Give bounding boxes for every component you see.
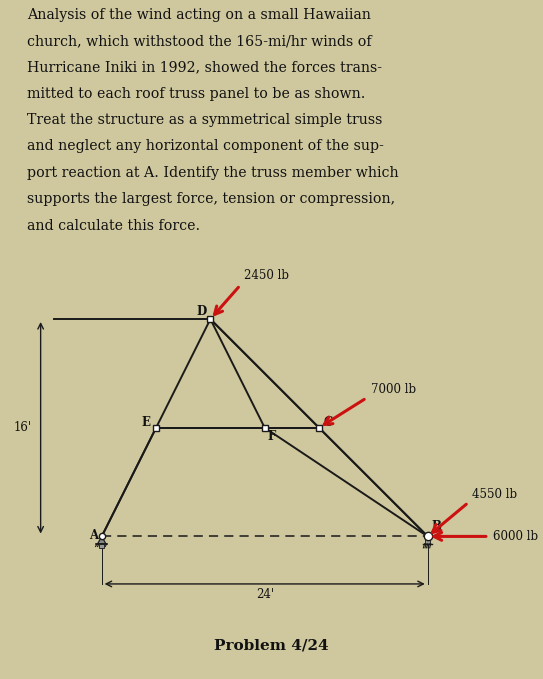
Text: C: C (324, 416, 333, 429)
Text: B: B (432, 519, 441, 532)
Text: church, which withstood the 165-mi/hr winds of: church, which withstood the 165-mi/hr wi… (27, 34, 371, 48)
Text: Analysis of the wind acting on a small Hawaiian: Analysis of the wind acting on a small H… (27, 7, 371, 22)
Text: 2450 lb: 2450 lb (244, 270, 289, 282)
Text: and calculate this force.: and calculate this force. (27, 219, 200, 233)
Bar (425, 538, 430, 544)
Polygon shape (98, 536, 106, 544)
Text: F: F (267, 430, 276, 443)
Text: supports the largest force, tension or compression,: supports the largest force, tension or c… (27, 192, 395, 206)
Text: E: E (141, 416, 150, 429)
Text: mitted to each roof truss panel to be as shown.: mitted to each roof truss panel to be as… (27, 87, 365, 100)
Text: 6000 lb: 6000 lb (493, 530, 538, 543)
Text: Hurricane Iniki in 1992, showed the forces trans-: Hurricane Iniki in 1992, showed the forc… (27, 60, 382, 74)
Text: D: D (197, 305, 207, 318)
Text: port reaction at A. Identify the truss member which: port reaction at A. Identify the truss m… (27, 166, 399, 180)
Text: and neglect any horizontal component of the sup-: and neglect any horizontal component of … (27, 139, 384, 153)
Text: Treat the structure as a symmetrical simple truss: Treat the structure as a symmetrical sim… (27, 113, 382, 127)
Text: 4550 lb: 4550 lb (472, 488, 517, 501)
Text: Problem 4/24: Problem 4/24 (214, 638, 329, 652)
Text: 16': 16' (13, 421, 31, 435)
Text: 7000 lb: 7000 lb (371, 383, 416, 396)
Bar (99, 544, 104, 548)
Text: A: A (90, 529, 99, 542)
Text: 24': 24' (256, 588, 274, 601)
